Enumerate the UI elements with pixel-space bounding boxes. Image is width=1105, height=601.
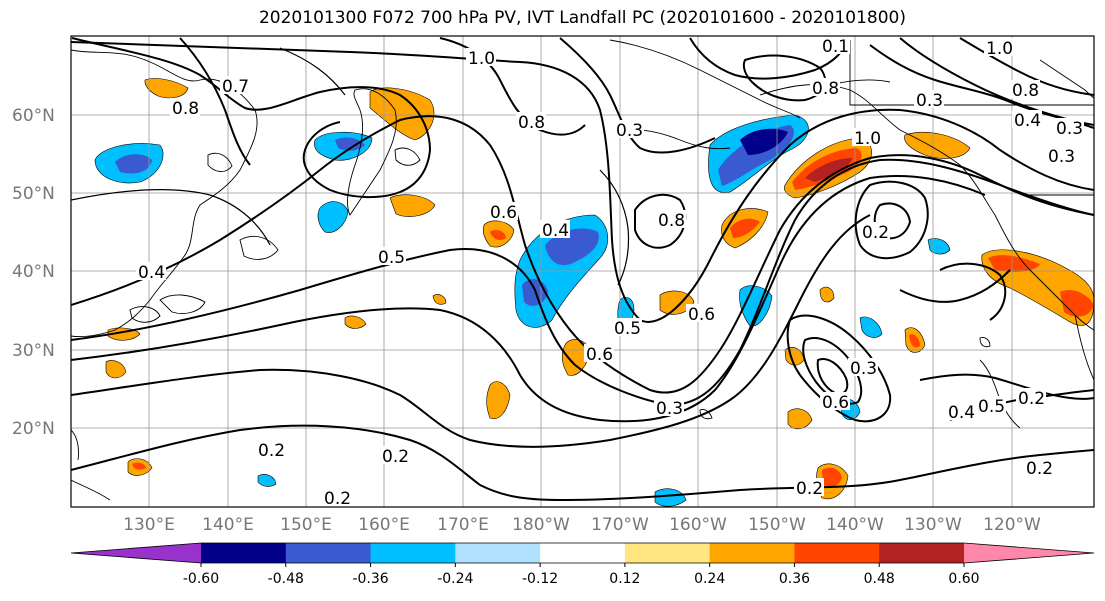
contour-label: 0.2 [324,489,351,509]
contour-label: 0.3 [656,399,683,419]
lat-label: 20°N [12,419,55,439]
contour-label: 0.2 [258,441,285,461]
colorbar-segment [879,543,965,563]
contour-label: 0.2 [382,447,409,467]
contour-label: 0.5 [378,248,405,268]
contour-label: 0.4 [542,221,569,241]
colorbar-extend-min [71,543,201,563]
lat-label: 30°N [12,341,55,361]
contour-label: 0.6 [490,203,517,223]
colorbar-segment [540,543,626,563]
contour-label: 0.5 [614,319,641,339]
contour-label: 0.8 [658,211,685,231]
colorbar-segment [624,543,711,563]
contour-label: 0.4 [948,403,975,423]
contour-label: 1.0 [854,129,881,149]
colorbar-tick-label: 0.48 [864,571,895,587]
contour-label: 0.4 [138,263,165,283]
longitude-labels: 130°E 140°E 150°E 160°E 170°E 180°W 170°… [123,515,1041,535]
contour-label: 0.6 [688,305,715,325]
contour-label: 0.6 [822,393,849,413]
colorbar-extend-max [964,543,1094,563]
colorbar-segment [794,543,880,563]
contour-label: 0.2 [862,223,889,243]
contour-label: 0.8 [1012,81,1039,101]
lat-label: 60°N [12,106,55,126]
map-frame [70,35,1095,508]
lon-label: 140°E [202,515,254,535]
colorbar-tick-label: -0.48 [268,571,304,587]
colorbar-segment [285,543,372,563]
colorbar-tick-label: -0.36 [352,571,388,587]
contour-label: 0.5 [978,397,1005,417]
map-title: 2020101300 F072 700 hPa PV, IVT Landfall… [258,8,906,28]
contour-label: 0.6 [586,345,613,365]
lon-label: 140°W [826,515,884,535]
colorbar-tick-label: -0.24 [437,571,473,587]
contour-label: 1.0 [986,39,1013,59]
lat-label: 40°N [12,262,55,282]
lon-label: 160°W [669,515,727,535]
colorbar-tick-label: -0.60 [183,571,219,587]
lon-label: 170°W [591,515,649,535]
lon-label: 130°W [904,515,962,535]
contour-label: 0.8 [518,113,545,133]
contour-label: 0.4 [1014,111,1041,131]
colorbar-segment [201,543,287,563]
graticule [71,36,1094,507]
contour-label: 0.2 [1026,459,1053,479]
colorbar-segment [370,543,456,563]
lon-label: 160°E [358,515,410,535]
coastlines [71,39,1094,501]
contour-label: 0.7 [222,77,249,97]
pv-anomaly-shading [94,78,1094,507]
colorbar-segment [709,543,795,563]
contour-label: 0.8 [812,79,839,99]
lon-label: 180°W [512,515,570,535]
contour-label: 0.1 [822,37,849,57]
contour-label: 0.3 [616,121,643,141]
lon-label: 120°W [983,515,1041,535]
colorbar-tick-label: -0.12 [522,571,558,587]
contour-label: 0.2 [1018,389,1045,409]
contour-label: 1.0 [468,49,495,69]
contour-label: 0.2 [796,479,823,499]
contour-label: 0.3 [1056,119,1083,139]
colorbar-tick-label: 0.24 [694,571,725,587]
lon-label: 130°E [123,515,175,535]
lon-label: 150°E [280,515,332,535]
lon-label: 150°W [748,515,806,535]
contour-labels: 1.0 0.7 0.8 0.8 0.3 0.6 0.5 0.4 0.6 0.8 … [136,36,1084,509]
latitude-labels: 60°N 50°N 40°N 30°N 20°N [12,106,55,439]
contour-label: 0.8 [172,99,199,119]
contour-label: 0.3 [1048,147,1075,167]
colorbar-tick-label: 0.12 [609,571,640,587]
lat-label: 50°N [12,184,55,204]
colorbar-segment [455,543,541,563]
colorbar-tick-label: 0.36 [779,571,810,587]
pv-contours [71,37,1094,502]
pv-contours-thin [71,47,630,286]
lon-label: 170°E [437,515,489,535]
colorbar: -0.60 -0.48 -0.36 -0.24 -0.12 0.12 0.24 0.36 0.4… [70,542,1095,587]
contour-label: 0.3 [850,359,877,379]
contour-label: 0.3 [916,91,943,111]
colorbar-tick-label: 0.60 [948,571,979,587]
